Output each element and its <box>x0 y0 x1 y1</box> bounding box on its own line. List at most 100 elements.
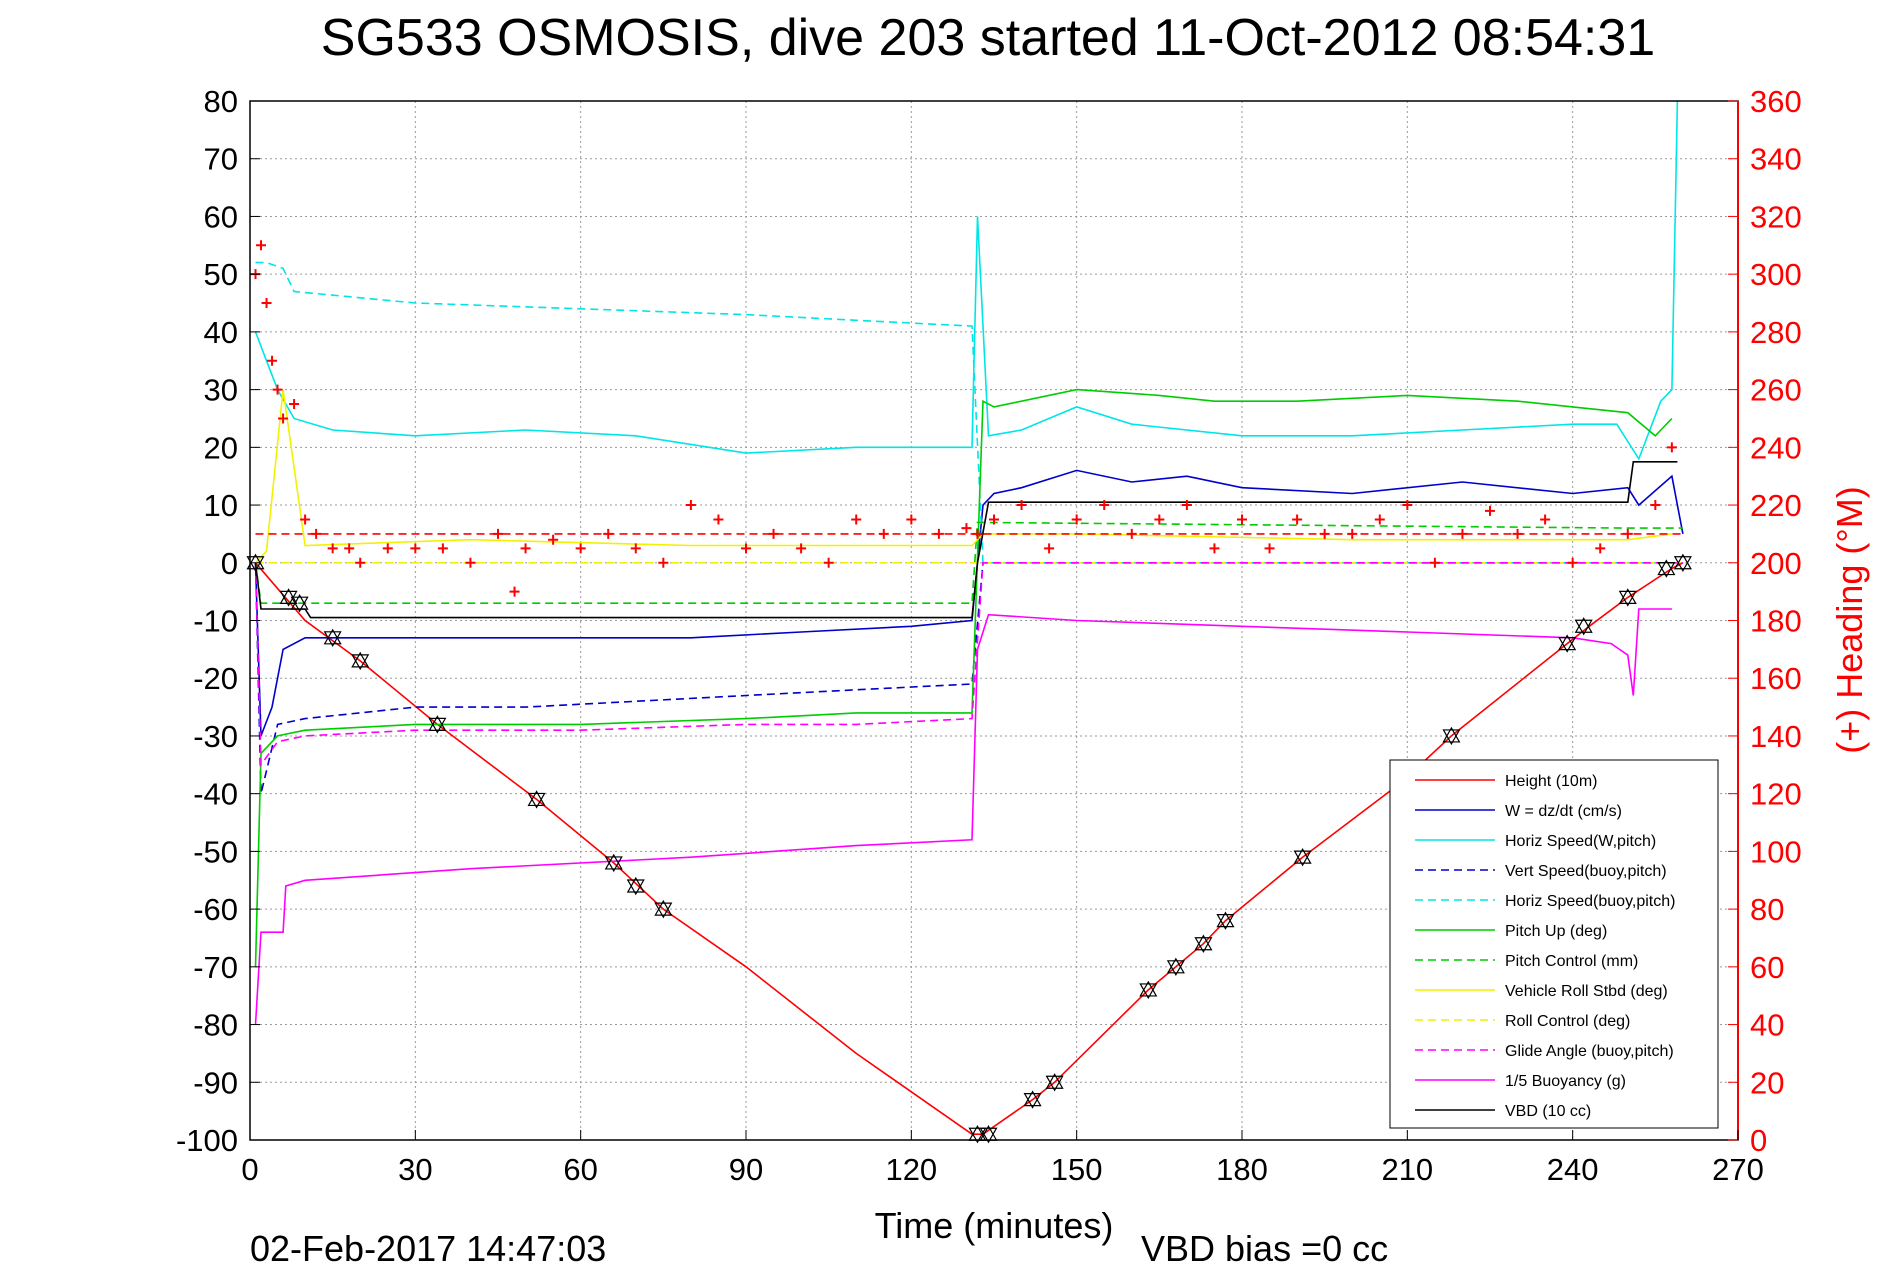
depth-marker <box>1139 980 1158 1000</box>
markers-layer <box>246 553 1692 1144</box>
heading-point <box>1666 442 1677 453</box>
footer-vbd-bias: VBD bias =0 cc <box>1141 1228 1388 1262</box>
legend-entry-label: Height (10m) <box>1505 773 1597 790</box>
y-tick-label: 50 <box>204 257 238 292</box>
heading-point <box>1044 543 1055 554</box>
left-axis-ticks: -100-90-80-70-60-50-40-30-20-10010203040… <box>176 84 260 1158</box>
heading-point <box>1540 514 1551 525</box>
series-horiz-speed-buoy-pitch <box>255 261 1672 564</box>
heading-point <box>823 557 834 568</box>
depth-marker <box>1166 957 1185 977</box>
series-glide-angle-buoy-pitch <box>254 562 1683 768</box>
y2-axis-label: (+) Heading (°M) <box>1829 486 1870 753</box>
x-tick-label: 270 <box>1712 1152 1764 1187</box>
legend-box <box>1389 759 1719 1129</box>
depth-marker <box>527 790 546 809</box>
x-axis-ticks: 0 30 60 90 120 150 180 210 240 270 <box>241 1130 1764 1187</box>
heading-point <box>1650 500 1661 511</box>
series-pitch-up-deg <box>254 388 1673 967</box>
heading-point <box>355 557 366 568</box>
y2-tick-label: 340 <box>1750 142 1802 177</box>
heading-point <box>741 543 751 554</box>
heading-point <box>509 586 520 597</box>
y2-tick-label: 60 <box>1750 950 1784 985</box>
y2-tick-label: 20 <box>1750 1065 1784 1100</box>
y-tick-label: -20 <box>193 661 238 696</box>
legend-entry-label: W = dz/dt (cm/s) <box>1505 803 1622 820</box>
heading-point <box>548 534 559 545</box>
heading-point <box>575 543 586 554</box>
depth-marker <box>654 899 673 919</box>
x-tick-label: 150 <box>1051 1152 1103 1187</box>
heading-point <box>256 240 267 251</box>
heading-point <box>630 543 641 554</box>
y2-tick-label: 240 <box>1750 430 1802 465</box>
x-tick-label: 240 <box>1547 1152 1599 1187</box>
y2-tick-label: 140 <box>1750 719 1802 754</box>
heading-point <box>465 557 476 568</box>
heading-point <box>410 543 421 554</box>
right-axis-ticks: 0 20 40 60 80 100 120 140 160 180 200 220 240 260 280 3… <box>1728 84 1802 1158</box>
heading-point <box>1292 514 1303 525</box>
y2-tick-label: 220 <box>1750 488 1802 523</box>
y-tick-label: -60 <box>193 892 238 927</box>
depth-marker <box>246 553 265 572</box>
y-tick-label: -70 <box>193 950 238 985</box>
y2-tick-label: 200 <box>1750 546 1802 581</box>
depth-marker <box>1216 911 1235 930</box>
y2-tick-label: 160 <box>1750 661 1802 696</box>
depth-marker <box>1023 1090 1042 1109</box>
legend-entry-label: Horiz Speed(W,pitch) <box>1505 833 1656 850</box>
y2-tick-label: 320 <box>1750 199 1802 234</box>
heading-point <box>382 543 393 554</box>
legend-entry-label: Roll Control (deg) <box>1505 1013 1630 1030</box>
x-axis-label: Time (minutes) <box>875 1205 1114 1246</box>
legend-entry-label: Pitch Control (mm) <box>1505 953 1638 970</box>
legend-entry-label: Horiz Speed(buoy,pitch) <box>1505 893 1675 910</box>
y-tick-label: -40 <box>193 777 238 812</box>
y-tick-label: 10 <box>204 488 238 523</box>
depth-marker <box>604 853 623 873</box>
y-tick-label: 70 <box>204 142 238 177</box>
y-tick-label: -30 <box>193 719 238 754</box>
series-horiz-speed-w-pitch <box>254 100 1679 461</box>
depth-marker <box>290 593 309 613</box>
series-vbd-10-cc <box>254 461 1678 619</box>
y-tick-label: 40 <box>204 315 238 350</box>
y-tick-label: -10 <box>193 604 238 639</box>
heading-point <box>1595 543 1606 554</box>
y-tick-label: 80 <box>204 84 238 119</box>
y2-tick-label: 120 <box>1750 777 1802 812</box>
heading-point <box>851 514 862 525</box>
depth-marker <box>1618 588 1637 607</box>
x-tick-label: 90 <box>729 1152 763 1187</box>
heading-point <box>1485 505 1495 516</box>
heading-point <box>437 543 448 554</box>
depth-marker <box>1045 1073 1064 1092</box>
y-tick-label: 60 <box>204 199 238 234</box>
heading-point <box>1237 514 1247 525</box>
y2-tick-label: 40 <box>1750 1008 1784 1043</box>
depth-marker <box>1558 634 1577 653</box>
heading-point <box>1154 514 1165 525</box>
y2-tick-label: 100 <box>1750 834 1802 869</box>
x-tick-label: 60 <box>563 1152 597 1187</box>
chart-title: SG533 OSMOSIS, dive 203 started 11-Oct-2… <box>321 9 1655 67</box>
series-vehicle-roll-stbd-deg <box>254 389 1673 564</box>
heading-point <box>658 557 669 568</box>
y-tick-label: 30 <box>204 373 238 408</box>
depth-marker <box>1673 553 1692 572</box>
legend-entry-label: VBD (10 cc) <box>1505 1103 1591 1120</box>
heading-point <box>1374 514 1385 525</box>
y-tick-label: 0 <box>221 546 238 581</box>
depth-marker <box>1442 726 1461 746</box>
y-tick-label: -80 <box>193 1008 238 1043</box>
depth-marker <box>1194 934 1213 953</box>
heading-point <box>906 514 917 525</box>
heading-point <box>1209 543 1220 554</box>
heading-point <box>344 543 355 554</box>
legend-entry-label: 1/5 Buoyancy (g) <box>1505 1073 1626 1090</box>
heading-point <box>300 514 311 525</box>
series-height-10m <box>254 562 1684 1135</box>
